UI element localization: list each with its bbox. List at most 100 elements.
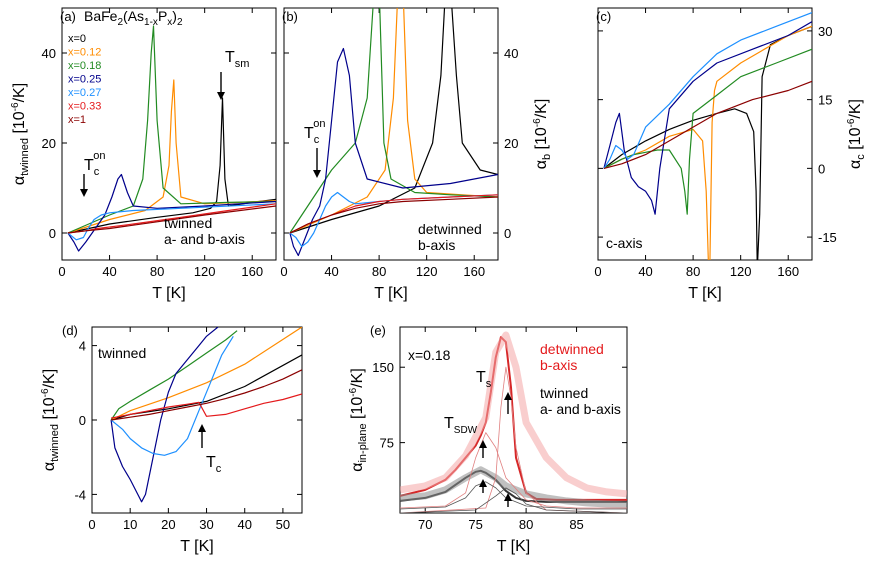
x-tick-label: 40 bbox=[638, 264, 652, 279]
y-tick-label: 15 bbox=[818, 93, 832, 108]
x-axis-label: T [K] bbox=[180, 538, 214, 555]
series-line-x-0-25 bbox=[67, 173, 276, 252]
x-tick-label: 160 bbox=[241, 264, 263, 279]
series-line-x-0-33 bbox=[603, 80, 812, 169]
panel-label-d: (d) bbox=[62, 323, 78, 338]
arrow-tsdw-black-head bbox=[479, 479, 487, 487]
panel-label-e: (e) bbox=[370, 323, 386, 338]
series-line-x-0-12 bbox=[289, 8, 498, 234]
x-tick-label: 120 bbox=[194, 264, 216, 279]
panel-e: 70 75 80 85 75 150 T [K] αin-plane [10-6/K] (e) bbox=[348, 323, 628, 555]
series-line-x-0-18 bbox=[110, 330, 238, 421]
x-axis-label: T [K] bbox=[374, 285, 408, 302]
annotation-b-axis: b-axis bbox=[418, 237, 455, 253]
y-tick-label: 40 bbox=[42, 46, 56, 61]
series-line-x-0-18 bbox=[603, 48, 812, 215]
legend-entry: x=0.12 bbox=[68, 47, 101, 59]
x-tick-label: 30 bbox=[199, 517, 213, 532]
panel-c: 0 40 80 120 160 -15 0 15 30 T [K] αc [10-6/K] (c) bbox=[594, 7, 867, 302]
legend-entry: x=0.18 bbox=[68, 60, 101, 72]
x-axis-label: T [K] bbox=[497, 538, 531, 555]
annotation-c-axis: c-axis bbox=[606, 235, 643, 251]
annotation-tc-on-b: Tcon bbox=[304, 118, 326, 146]
y-tick-label: 30 bbox=[818, 24, 832, 39]
legend-entry: x=0.33 bbox=[68, 101, 101, 113]
x-tick-label: 0 bbox=[58, 264, 65, 279]
legend-entry: x=0.27 bbox=[68, 87, 101, 99]
x-tick-label: 120 bbox=[730, 264, 752, 279]
annotation-detwinned: detwinned bbox=[418, 221, 482, 237]
x-tick-label: 10 bbox=[123, 517, 137, 532]
y-axis-label: αtwinned [10-6/K] bbox=[40, 369, 61, 471]
arrow-tc-on-b-head bbox=[313, 170, 321, 178]
series-line-x-0-25 bbox=[603, 21, 812, 215]
series-line-detwinned-b-axis-data bbox=[400, 331, 627, 498]
x-tick-label: 20 bbox=[161, 517, 175, 532]
series-line-x-0 bbox=[289, 8, 498, 234]
arrow-t-sm-head bbox=[217, 92, 225, 100]
series-line-x-0-27 bbox=[603, 12, 812, 169]
panel-label-b: (b) bbox=[282, 9, 298, 24]
arrow-ts-red-head bbox=[504, 392, 512, 400]
panel-label-a: (a) bbox=[60, 9, 76, 24]
x-tick-label: 0 bbox=[594, 264, 601, 279]
y-tick-label: -15 bbox=[818, 230, 837, 245]
arrow-tsdw-red-head bbox=[479, 440, 487, 448]
arrow-ts-black-head bbox=[504, 493, 512, 501]
panel-b: 0 40 80 120 160 0 20 40 T [K] αb [10-6/K] (b) bbox=[280, 7, 553, 302]
series-line-x-0 bbox=[110, 354, 302, 421]
x-axis-label: T [K] bbox=[152, 285, 186, 302]
series-line-x-1 bbox=[67, 205, 276, 234]
x-tick-label: 85 bbox=[569, 517, 583, 532]
y-tick-label: 0 bbox=[79, 413, 86, 428]
x-tick-label: 40 bbox=[237, 517, 251, 532]
series-group bbox=[110, 327, 302, 503]
y-axis-label: αc [10-6/K] bbox=[846, 99, 867, 169]
series-line-t-sdw-component-red- bbox=[400, 432, 627, 509]
series-line-x-0-33 bbox=[110, 393, 302, 419]
x-tick-label: 80 bbox=[372, 264, 386, 279]
x-tick-label: 40 bbox=[102, 264, 116, 279]
annotation-tc-on: Tcon bbox=[84, 150, 106, 178]
annotation-t-sm: Tsm bbox=[225, 49, 249, 70]
x-tick-label: 0 bbox=[280, 264, 287, 279]
y-tick-label: 40 bbox=[504, 46, 518, 61]
x-tick-label: 75 bbox=[468, 517, 482, 532]
series-group bbox=[289, 8, 498, 257]
y-tick-label: -4 bbox=[74, 487, 86, 502]
x-tick-label: 120 bbox=[416, 264, 438, 279]
annotation-tc-d: Tc bbox=[206, 454, 222, 475]
y-axis-label: αin-plane [10-6/K] bbox=[348, 368, 369, 472]
series-line-x-0-27 bbox=[67, 203, 276, 241]
y-tick-label: 4 bbox=[79, 339, 86, 354]
series-line-t-s-component-red- bbox=[400, 366, 627, 513]
y-axis-label: αb [10-6/K] bbox=[532, 99, 553, 170]
x-tick-label: 160 bbox=[777, 264, 799, 279]
series-line-x-0-12 bbox=[110, 327, 302, 421]
y-tick-label: 20 bbox=[504, 136, 518, 151]
y-tick-label: 20 bbox=[42, 136, 56, 151]
x-tick-label: 80 bbox=[519, 517, 533, 532]
legend-twinned: twinned bbox=[540, 385, 588, 401]
composition-label: x=0.18 bbox=[408, 347, 451, 363]
legend-a-b-axis: a- and b-axis bbox=[540, 401, 621, 417]
annotation-ts: Ts bbox=[476, 369, 492, 390]
series-group bbox=[603, 12, 812, 260]
series-line-x-0 bbox=[603, 25, 812, 260]
series-line-x-1 bbox=[289, 196, 498, 234]
x-tick-label: 80 bbox=[686, 264, 700, 279]
series-line-x-0-25 bbox=[110, 327, 219, 503]
annotation-twinned-d: twinned bbox=[98, 345, 146, 361]
series-line-x-1 bbox=[111, 369, 302, 421]
annotation-twinned: twinned bbox=[164, 215, 212, 231]
legend-b-axis: b-axis bbox=[540, 357, 577, 373]
arrow-tc-d-head bbox=[198, 424, 206, 432]
panel-a: 0 40 80 120 160 0 20 40 T [K] αtwinned [10-6/K] (a… bbox=[10, 7, 277, 302]
x-tick-label: 160 bbox=[463, 264, 485, 279]
plot-frame-c bbox=[597, 7, 813, 261]
y-tick-label: 0 bbox=[49, 226, 56, 241]
series-line-x-0-12 bbox=[67, 79, 276, 234]
y-axis-label: αtwinned [10-6/K] bbox=[10, 83, 31, 185]
series-group bbox=[67, 25, 276, 252]
